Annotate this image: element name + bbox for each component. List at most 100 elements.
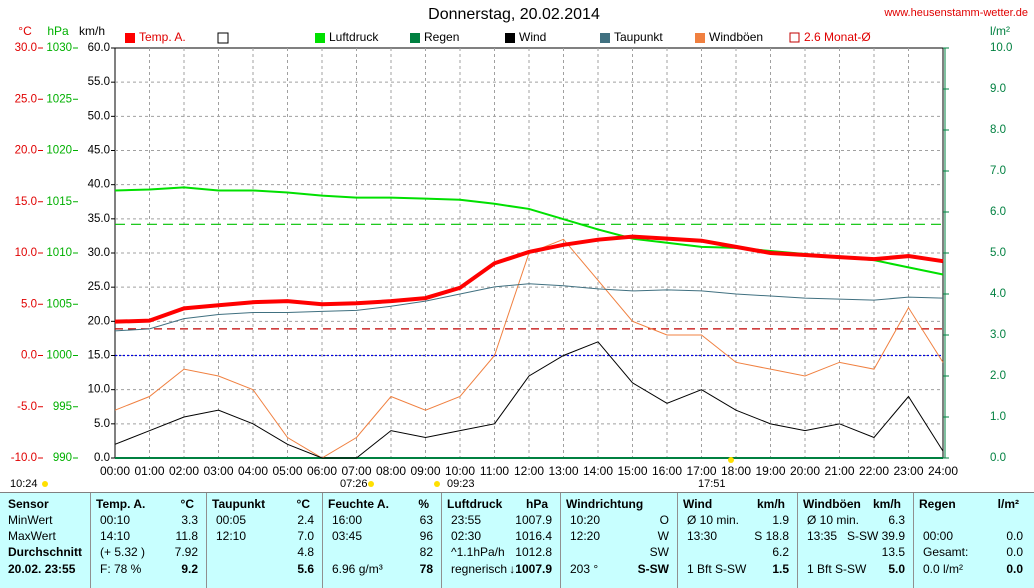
series-line <box>114 234 944 324</box>
y-tick-label: 5.0 <box>21 298 37 310</box>
x-tick-label: 07:00 <box>341 464 371 478</box>
axis-unit: l/m² <box>990 24 1010 38</box>
table-cell: 0.0 <box>1006 529 1023 543</box>
table-cell: 3.3 <box>181 513 198 527</box>
x-tick-label: 09:00 <box>410 464 440 478</box>
table-cell: 7.92 <box>174 545 198 559</box>
table-cell: 20.02. 23:55 <box>8 562 76 576</box>
legend-swatch <box>789 32 800 43</box>
annotation: 07:26 <box>340 478 368 490</box>
table-cell: Taupunkt <box>212 497 266 511</box>
table-cell: 13:30 <box>687 529 718 543</box>
table-cell: Gesamt: <box>923 545 969 559</box>
table-cell: 10:20 <box>570 513 601 527</box>
separator <box>560 493 561 588</box>
x-tick-label: 14:00 <box>583 464 613 478</box>
x-tick-label: 08:00 <box>376 464 406 478</box>
table-cell: MinWert <box>8 513 53 527</box>
annotation: 09:23 <box>447 478 475 490</box>
y-tick-label: 50.0 <box>88 110 110 122</box>
table-cell: 13:35 <box>807 529 838 543</box>
table-cell: Ø 10 min. <box>687 513 740 527</box>
table-cell: l/m² <box>997 497 1019 511</box>
x-tick-label: 20:00 <box>790 464 820 478</box>
y-tick-label: 10.0 <box>990 42 1012 54</box>
table-cell: 0.0 <box>1006 545 1023 559</box>
y-tick-label: 9.0 <box>990 83 1006 95</box>
sun-icon <box>434 481 440 487</box>
table-cell: ↓1007.9 <box>509 562 552 576</box>
sun-icon <box>368 481 374 487</box>
table-cell: 16:00 <box>332 513 363 527</box>
x-tick-label: 10:00 <box>445 464 475 478</box>
table-cell: S-SW <box>637 562 669 576</box>
table-cell: 6.96 g/m³ <box>332 562 383 576</box>
separator <box>441 493 442 588</box>
legend-swatch <box>695 33 705 43</box>
legend-label: Windböen <box>709 30 763 44</box>
table-cell: F: 78 % <box>100 562 142 576</box>
x-tick-label: 05:00 <box>272 464 302 478</box>
table-cell: Windrichtung <box>566 497 644 511</box>
axis-unit: °C <box>18 24 32 38</box>
separator <box>90 493 91 588</box>
x-tick-label: 03:00 <box>203 464 233 478</box>
table-cell: 1 Bft S-SW <box>807 562 867 576</box>
table-cell: Regen <box>919 497 956 511</box>
table-cell: Feuchte A. <box>328 497 389 511</box>
table-cell: 0.0 l/m² <box>923 562 964 576</box>
table-cell: 78 <box>419 562 433 576</box>
sun-icon <box>728 457 734 463</box>
y-tick-label: -10.0 <box>11 452 37 464</box>
legend-label: Luftdruck <box>329 30 379 44</box>
separator <box>206 493 207 588</box>
x-tick-label: 16:00 <box>652 464 682 478</box>
y-tick-label: 995 <box>53 401 72 413</box>
table-cell: °C <box>296 497 310 511</box>
legend-empty-box <box>217 32 229 44</box>
legend-swatch <box>315 33 325 43</box>
table-cell: 11.8 <box>175 529 198 543</box>
table-cell: 203 ° <box>570 562 599 576</box>
y-tick-label: 5.0 <box>990 247 1006 259</box>
table-cell: °C <box>180 497 194 511</box>
legend-swatch <box>505 33 515 43</box>
table-cell: 14:10 <box>100 529 131 543</box>
y-tick-label: 1010 <box>46 247 72 259</box>
table-cell: 63 <box>419 513 433 527</box>
x-tick-label: 04:00 <box>238 464 268 478</box>
table-cell: km/h <box>756 497 785 511</box>
table-cell: km/h <box>872 497 901 511</box>
annotation: 10:24 <box>10 478 38 490</box>
y-tick-label: 35.0 <box>88 213 110 225</box>
y-tick-label: 20.0 <box>15 145 37 157</box>
table-cell: regnerisch <box>451 562 508 576</box>
site: www.heusenstamm-wetter.de <box>883 7 1028 19</box>
x-tick-label: 12:00 <box>514 464 544 478</box>
table-cell: 12:20 <box>570 529 601 543</box>
x-tick-label: 19:00 <box>755 464 785 478</box>
table-cell: S-SW 39.9 <box>846 529 905 543</box>
table-cell: hPa <box>525 497 548 511</box>
y-tick-label: 8.0 <box>990 124 1006 136</box>
table-cell: Windböen <box>803 497 861 511</box>
table-cell: Ø 10 min. <box>807 513 860 527</box>
y-tick-label: -5.0 <box>17 401 37 413</box>
y-tick-label: 30.0 <box>88 247 110 259</box>
sun-icon <box>42 481 48 487</box>
x-tick-label: 22:00 <box>859 464 889 478</box>
table-cell: 7.0 <box>297 529 314 543</box>
legend-swatch <box>125 33 135 43</box>
table-cell: 1.9 <box>772 513 789 527</box>
table-cell: 0.0 <box>1006 562 1023 576</box>
table-cell: 6.2 <box>772 545 789 559</box>
y-tick-label: 30.0 <box>15 42 37 54</box>
table-cell: 12:10 <box>216 529 247 543</box>
legend-label: Regen <box>424 30 459 44</box>
table-cell: Temp. A. <box>96 497 146 511</box>
table-cell: Sensor <box>8 497 49 511</box>
table-cell: 1.5 <box>772 562 789 576</box>
table-cell: Wind <box>683 497 713 511</box>
separator <box>677 493 678 588</box>
y-tick-label: 1005 <box>46 298 72 310</box>
